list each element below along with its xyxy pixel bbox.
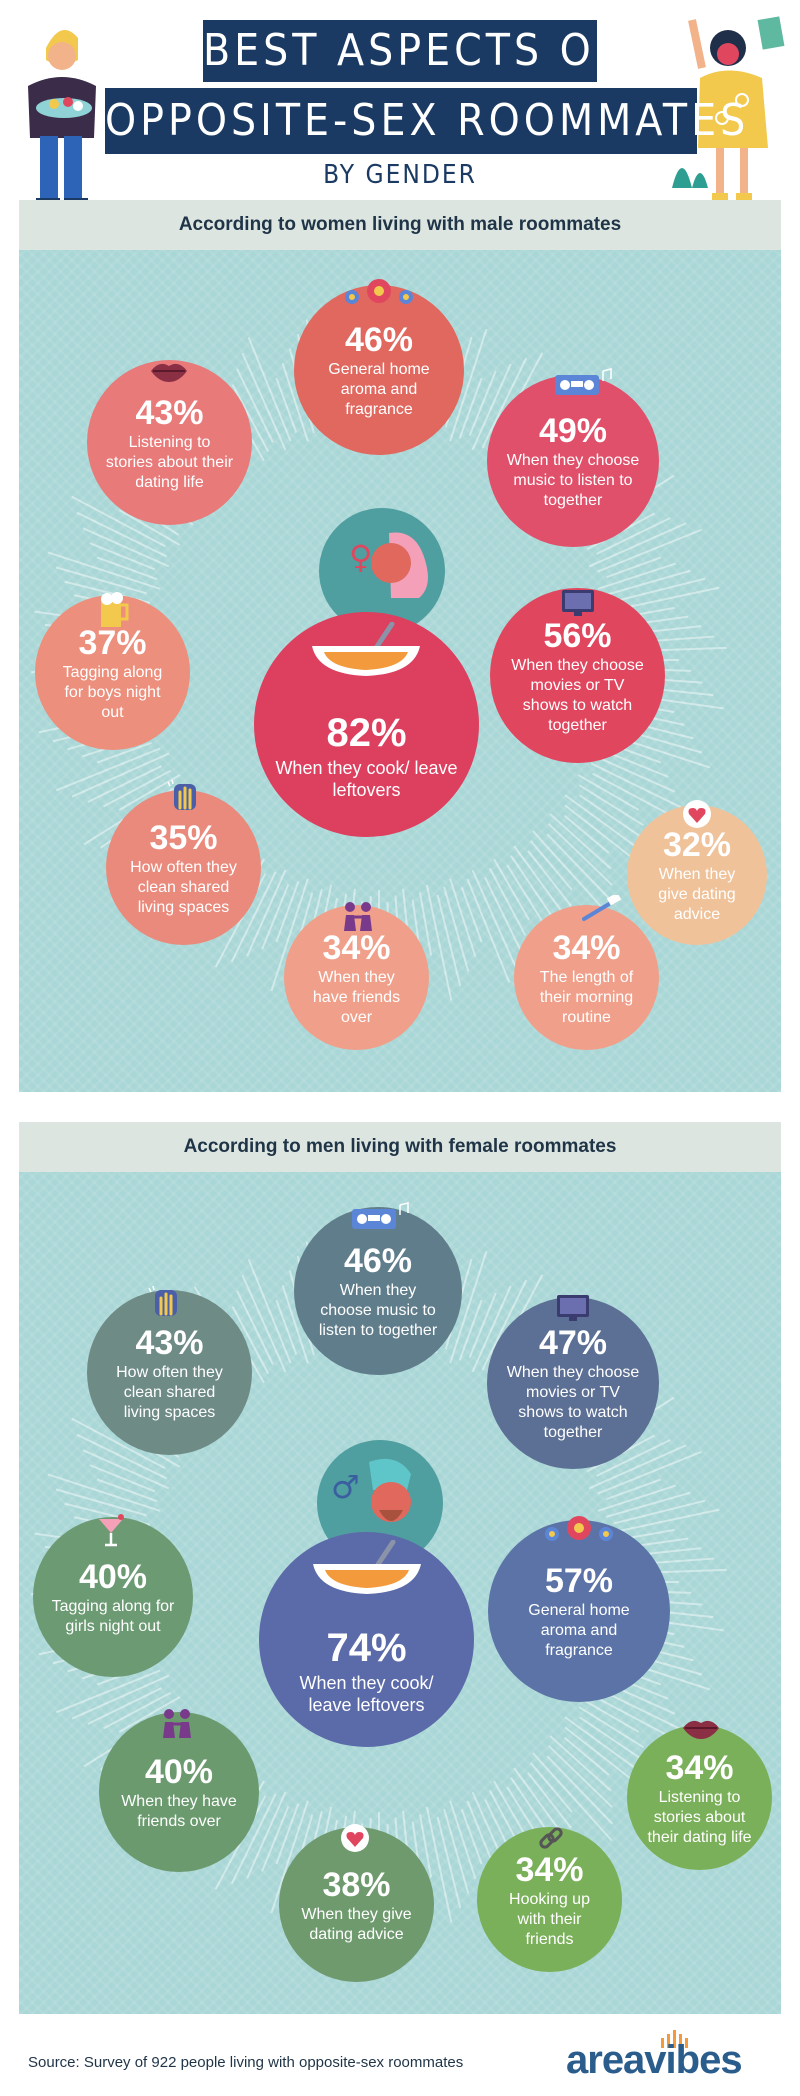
soup-bowl-icon <box>312 622 420 676</box>
value: 40% <box>144 1753 214 1791</box>
value: 43% <box>135 393 204 432</box>
value: 34% <box>515 1850 584 1889</box>
value: 34% <box>552 928 621 967</box>
men-section: According to men living with female room… <box>19 1122 781 2014</box>
beer-icon <box>101 592 129 627</box>
women-item-morning-routine: 34% The length of their morning routine <box>514 895 659 1050</box>
value: 43% <box>135 1323 204 1362</box>
areavibes-logo-mark <box>661 2030 688 2048</box>
lips-icon <box>683 1720 719 1739</box>
value: 46% <box>344 321 414 359</box>
subtitle: BY GENDER <box>323 160 477 190</box>
value: 82% <box>326 710 407 755</box>
men-item-hooking-up: 34% Hooking up with their friends <box>477 1827 622 1972</box>
tv-icon <box>557 1295 589 1321</box>
value: 40% <box>78 1558 148 1596</box>
flower-icon <box>345 279 413 304</box>
women-item-friends-over: 34% When they have friends over <box>284 902 429 1050</box>
men-item-music: 46% When they choose music to listen to … <box>294 1202 462 1375</box>
woman-illustration <box>672 16 785 207</box>
cleaning-glove-icon <box>167 779 196 810</box>
svg-text:♂: ♂ <box>331 1468 360 1506</box>
label: When they choose music to listen to toge… <box>506 452 640 509</box>
value: 38% <box>322 1865 391 1904</box>
label: When they give dating advice <box>301 1905 412 1943</box>
women-center-cooking: 82% When they cook/ leave leftovers <box>254 612 479 837</box>
label: Hooking up with their friends <box>509 1890 590 1948</box>
boombox-icon <box>352 1202 409 1229</box>
women-item-cleaning: 35% How often they clean shared living s… <box>106 779 261 945</box>
men-section-heading: According to men living with female room… <box>19 1122 781 1172</box>
value: 47% <box>538 1324 608 1362</box>
label: Listening to stories about their dating … <box>647 1788 752 1846</box>
svg-text:♀: ♀ <box>349 538 372 576</box>
value: 34% <box>322 928 391 967</box>
women-section-heading: According to women living with male room… <box>19 200 781 250</box>
women-item-movies: 56% When they choose movies or TV shows … <box>490 588 665 763</box>
heart-bubble-icon <box>683 800 711 828</box>
men-item-dating-advice: 38% When they give dating advice <box>279 1824 434 1982</box>
source-note: Source: Survey of 922 people living with… <box>28 2054 464 2071</box>
heart-bubble-icon <box>341 1824 369 1852</box>
woman-avatar: ♀ <box>319 508 445 634</box>
value: 49% <box>538 412 608 450</box>
men-item-dating-stories: 34% Listening to stories about their dat… <box>627 1720 772 1870</box>
men-item-friends-over: 40% When they have friends over <box>99 1709 259 1872</box>
man-illustration <box>28 30 96 206</box>
women-section: According to women living with male room… <box>19 200 781 1092</box>
boombox-icon <box>555 368 612 395</box>
women-item-dating-stories: 43% Listening to stories about their dat… <box>87 360 252 525</box>
women-item-dating-advice: 32% When they give dating advice <box>627 800 767 945</box>
label: General home aroma and fragrance <box>528 1602 630 1659</box>
lips-icon <box>151 363 187 382</box>
label: Tagging along for boys night out <box>62 663 163 721</box>
men-center-cooking: 74% When they cook/ leave leftovers <box>259 1532 474 1747</box>
toothbrush-icon <box>582 895 622 921</box>
men-item-girls-night: 40% Tagging along for girls night out <box>33 1514 193 1677</box>
title-line-1: BEST ASPECTS OF <box>203 20 618 82</box>
cocktail-icon <box>99 1514 124 1547</box>
label: When they choose movies or TV shows to w… <box>511 656 644 734</box>
title-line-2: OPPOSITE-SEX ROOMMATES <box>105 88 745 154</box>
women-item-boys-night: 37% Tagging along for boys night out <box>35 592 190 750</box>
men-item-cleaning: 43% How often they clean shared living s… <box>87 1285 252 1455</box>
friends-icon <box>344 902 372 931</box>
man-avatar: ♂ <box>317 1440 443 1566</box>
label: Listening to stories about their dating … <box>105 433 234 491</box>
value: 34% <box>665 1748 734 1787</box>
soup-bowl-icon <box>313 1540 421 1594</box>
men-item-movies: 47% When they choose movies or TV shows … <box>487 1295 659 1469</box>
label: When they choose movies or TV shows to w… <box>506 1364 640 1441</box>
chain-link-icon <box>539 1827 563 1849</box>
label: How often they clean shared living space… <box>116 1363 223 1421</box>
value: 56% <box>543 616 612 655</box>
value: 32% <box>662 826 732 864</box>
label: General home aroma and fragrance <box>328 361 430 418</box>
label: Tagging along for girls night out <box>51 1598 175 1635</box>
value: 74% <box>326 1625 407 1670</box>
friends-icon <box>163 1709 191 1738</box>
women-item-aroma: 46% General home aroma and fragrance <box>294 279 464 455</box>
label: When they choose music to listen to toge… <box>318 1282 438 1339</box>
flower-icon <box>545 1516 613 1541</box>
label: When they cook/ leave leftovers <box>299 1672 434 1715</box>
areavibes-logo: areavibes <box>566 2038 743 2082</box>
label: How often they clean shared living space… <box>130 858 237 916</box>
label: When they give dating advice <box>658 866 736 923</box>
label: When they have friends over <box>312 968 401 1026</box>
value: 37% <box>78 623 147 662</box>
cleaning-glove-icon <box>148 1285 177 1316</box>
women-item-music: 49% When they choose music to listen to … <box>487 368 659 547</box>
men-item-aroma: 57% General home aroma and fragrance <box>488 1516 670 1702</box>
label: When they have friends over <box>121 1793 237 1830</box>
tv-icon <box>562 590 594 616</box>
label: The length of their morning routine <box>539 968 634 1026</box>
label: When they cook/ leave leftovers <box>275 757 458 800</box>
value: 57% <box>544 1562 614 1600</box>
value: 46% <box>343 1242 413 1280</box>
value: 35% <box>149 818 218 857</box>
